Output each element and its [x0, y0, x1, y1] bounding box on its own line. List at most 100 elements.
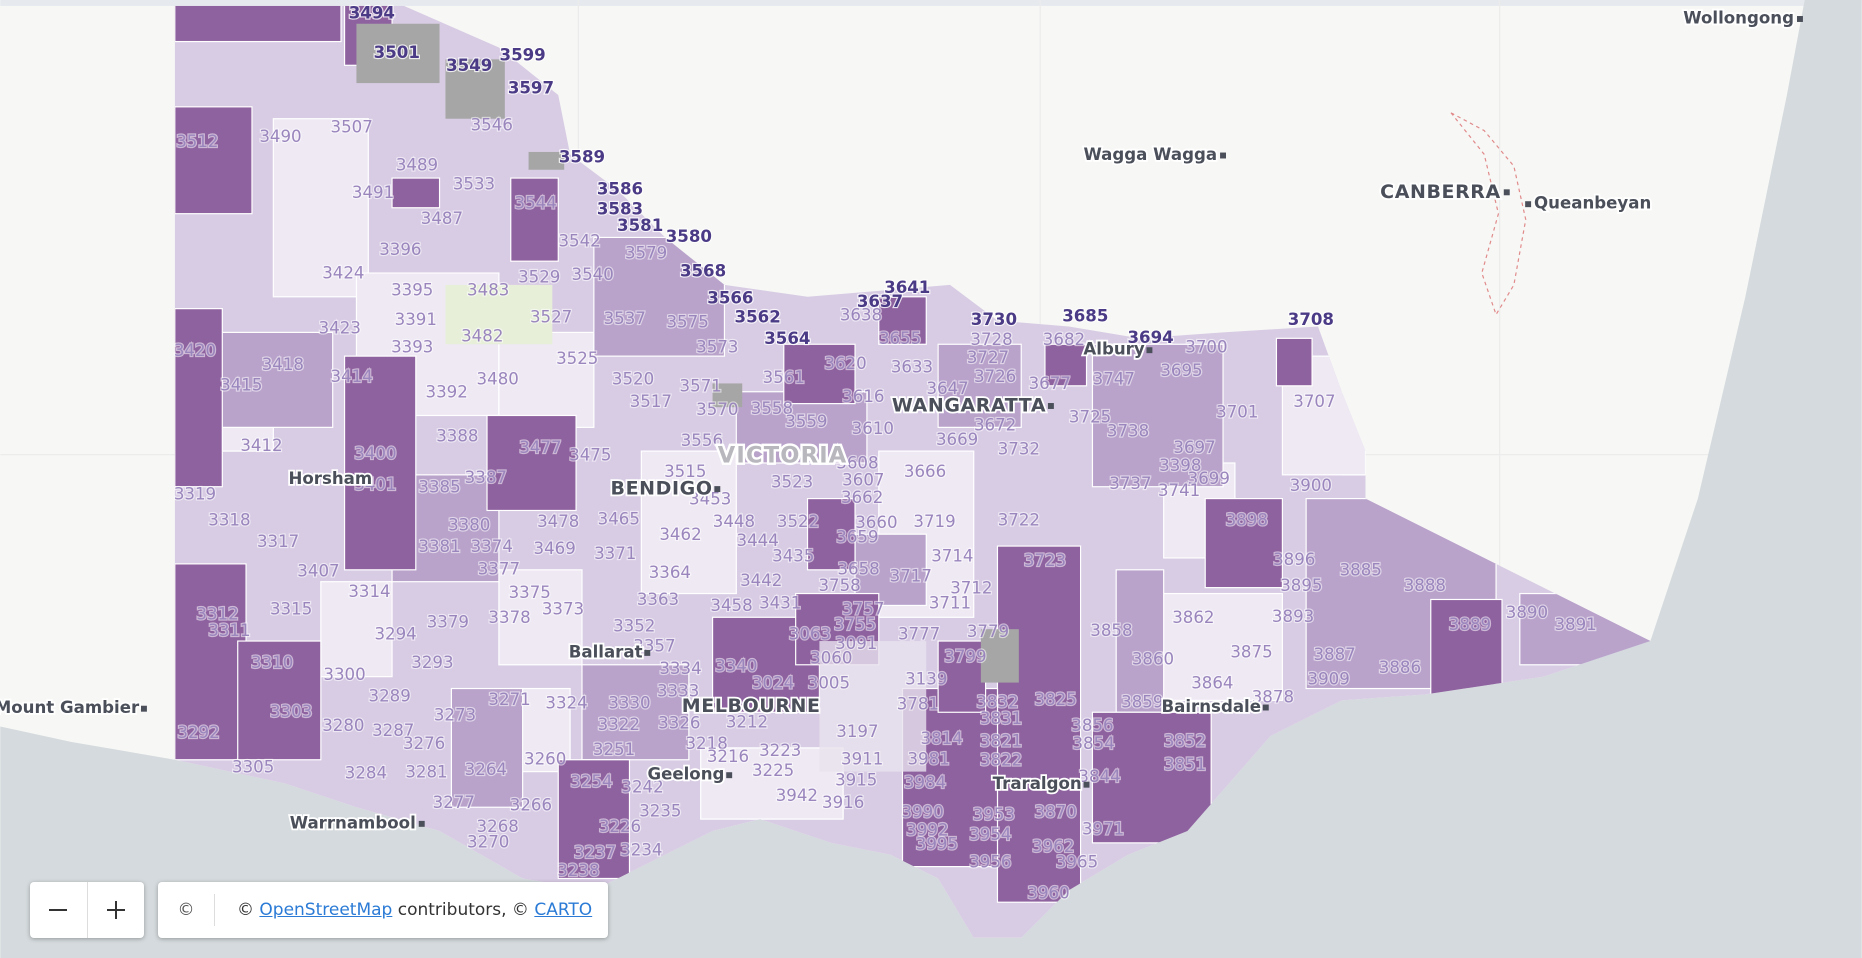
postcode-label: 3251: [593, 740, 635, 759]
postcode-label: 3893: [1272, 607, 1314, 626]
postcode-label: 3637: [857, 292, 903, 311]
postcode-label: 3695: [1160, 361, 1202, 380]
postcode-label: 3616: [842, 387, 884, 406]
postcode-label: 3364: [649, 563, 691, 582]
postcode-label: 3891: [1554, 615, 1596, 634]
carto-link[interactable]: CARTO: [534, 900, 593, 920]
postcode-label: 3831: [980, 709, 1022, 728]
postcode-label: 3060: [810, 648, 852, 667]
postcode-label: 3357: [633, 636, 675, 655]
place-label: Warrnambool: [290, 813, 416, 832]
place-label: Ballarat: [569, 642, 643, 661]
postcode-label: 3512: [176, 132, 218, 151]
postcode-label: 3242: [621, 778, 663, 797]
postcode-label: 3280: [322, 716, 364, 735]
postcode-label: 3319: [174, 485, 216, 504]
postcode-label: 3984: [904, 773, 946, 792]
postcode-label: 3522: [777, 512, 819, 531]
postcode-label: 3580: [666, 227, 712, 246]
postcode-label: 3281: [405, 762, 447, 781]
postcode-label: 3878: [1252, 688, 1294, 707]
postcode-label: 3779: [967, 622, 1009, 641]
postcode-label: 3462: [659, 525, 701, 544]
postcode-label: 3293: [411, 653, 453, 672]
place-label: Geelong: [647, 765, 724, 784]
postcode-label: 3533: [453, 175, 495, 194]
postcode-label: 3758: [818, 576, 860, 595]
place-marker: [1083, 781, 1090, 788]
postcode-label: 3898: [1226, 511, 1268, 530]
postcode-label: 3226: [599, 817, 641, 836]
postcode-label: 3478: [537, 512, 579, 531]
postcode-label: 3420: [174, 341, 216, 360]
postcode-label: 3737: [1109, 474, 1151, 493]
postcode-label: 3197: [836, 722, 878, 741]
postcode-label: 3223: [759, 741, 801, 760]
postcode-label: 3669: [936, 430, 978, 449]
postcode-label: 3870: [1035, 803, 1077, 822]
postcode-label: 3234: [620, 841, 662, 860]
attribution-toggle[interactable]: ©: [158, 894, 215, 926]
place-label: WANGARATTA: [892, 394, 1046, 416]
postcode-label: 3294: [374, 625, 416, 644]
postcode-label: 3858: [1090, 621, 1132, 640]
zoom-out-button[interactable]: [30, 882, 87, 938]
postcode-label: 3641: [884, 278, 930, 297]
postcode-label: 3139: [905, 670, 947, 689]
osm-link[interactable]: OpenStreetMap: [259, 900, 393, 920]
postcode-label: 3284: [345, 763, 387, 782]
postcode-label: 3777: [898, 625, 940, 644]
postcode-label: 3956: [969, 853, 1011, 872]
attribution: © © OpenStreetMap contributors, © CARTO: [158, 882, 608, 938]
postcode-label: 3315: [270, 600, 312, 619]
postcode-label: 3260: [524, 749, 566, 768]
postcode-label: 3732: [998, 439, 1040, 458]
postcode-label: 3741: [1158, 481, 1200, 500]
postcode-label: 3340: [715, 657, 757, 676]
postcode-label: 3377: [478, 559, 520, 578]
place-marker: [644, 649, 651, 656]
postcode-label: 3549: [446, 56, 492, 75]
place-marker: [418, 820, 425, 827]
postcode-label: 3699: [1188, 469, 1230, 488]
postcode-label: 3423: [319, 318, 361, 337]
postcode-label: 3494: [349, 4, 395, 23]
postcode-label: 3324: [545, 693, 587, 712]
postcode-label: 3647: [926, 379, 968, 398]
zoom-in-button[interactable]: [86, 882, 145, 938]
postcode-label: 3287: [372, 721, 414, 740]
postcode-label: 3374: [471, 537, 513, 556]
postcode-label: 3237: [574, 843, 616, 862]
postcode-label: 3395: [391, 280, 433, 299]
postcode-label: 3620: [824, 354, 866, 373]
postcode-label: 3755: [834, 615, 876, 634]
postcode-label: 3844: [1078, 767, 1120, 786]
postcode-label: 3218: [685, 734, 727, 753]
attribution-prefix: ©: [237, 900, 260, 920]
postcode-label: 3662: [841, 488, 883, 507]
postcode-label: 3711: [929, 594, 971, 613]
postcode-label: 3483: [467, 280, 509, 299]
postcode-label: 3633: [891, 358, 933, 377]
postcode-label: 3318: [208, 511, 250, 530]
postcode-label: 3885: [1340, 561, 1382, 580]
postcode-label: 3851: [1164, 755, 1206, 774]
place-label: Mount Gambier: [0, 698, 140, 717]
postcode-label: 3277: [433, 793, 475, 812]
postcode-label: 3300: [323, 665, 365, 684]
place-label: Queanbeyan: [1534, 194, 1651, 213]
postcode-label: 3610: [852, 419, 894, 438]
postcode-label: 3063: [789, 625, 831, 644]
place-label: Traralgon: [993, 774, 1082, 793]
postcode-label: 3442: [740, 571, 782, 590]
postcode-label: 3887: [1313, 645, 1355, 664]
postcode-label: 3852: [1164, 731, 1206, 750]
postcode-label: 3391: [395, 310, 437, 329]
place-marker: [1262, 704, 1269, 711]
postcode-label: 3685: [1062, 306, 1108, 325]
postcode-label: 3562: [735, 308, 781, 327]
place-label: Bairnsdale: [1161, 697, 1261, 716]
postcode-label: 3381: [418, 537, 460, 556]
postcode-label: 3895: [1280, 576, 1322, 595]
postcode-label: 3363: [637, 590, 679, 609]
